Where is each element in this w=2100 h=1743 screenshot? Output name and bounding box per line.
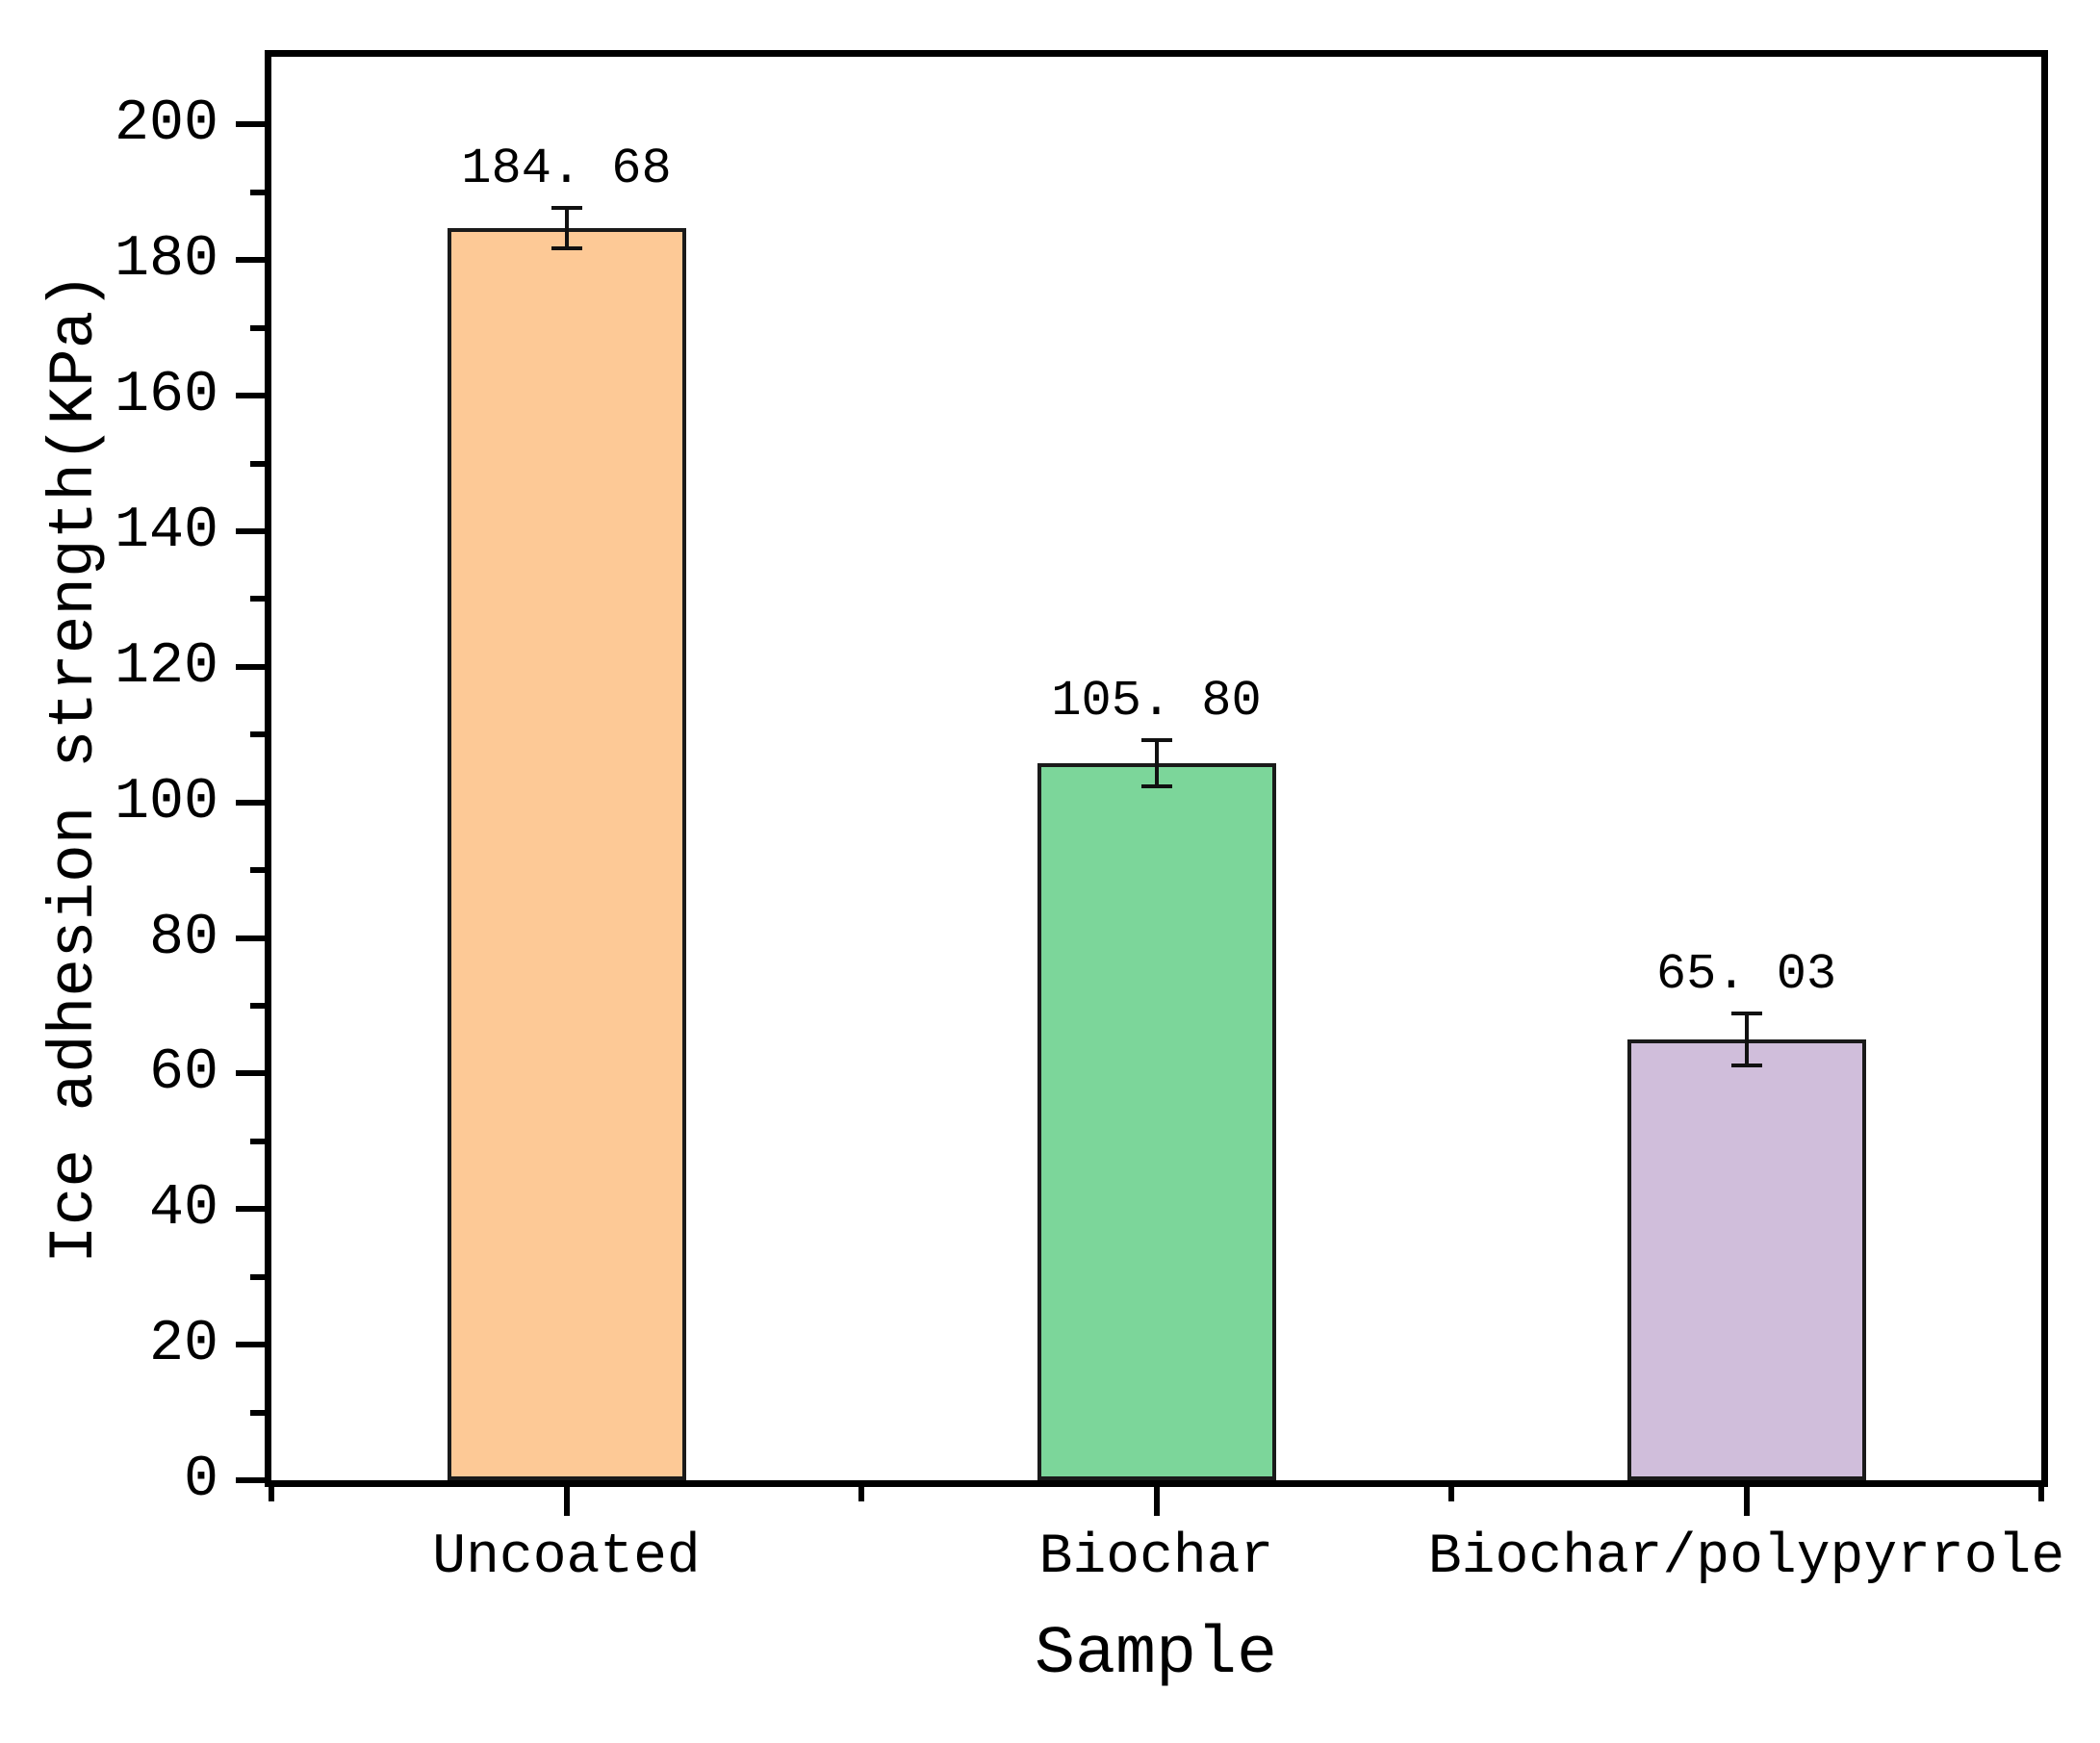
bar-biochar (1037, 762, 1276, 1480)
bar-uncoated (447, 228, 686, 1480)
y-minor-tick (250, 460, 265, 467)
x-category-label: Uncoated (432, 1526, 701, 1589)
y-tick-label: 200 (114, 91, 218, 158)
plot-area: 0 20 40 60 80 100 120 140 160 180 200 184. 68 Uncoat… (115, 50, 2064, 1586)
y-major-tick (236, 935, 265, 941)
error-bar-line (564, 208, 569, 249)
y-major-tick (236, 799, 265, 806)
error-bar-cap-bottom (1730, 1063, 1762, 1067)
x-minor-tick (269, 1487, 274, 1501)
y-minor-tick (250, 731, 265, 738)
y-major-tick (236, 121, 265, 128)
error-bar-cap-top (551, 206, 582, 211)
bar-value-label: 105. 80 (1051, 672, 1262, 730)
y-tick-label: 180 (114, 227, 218, 294)
x-category-label: Biochar/polypyrrole (1427, 1526, 2065, 1589)
y-tick-label: 160 (114, 363, 218, 429)
y-minor-tick (250, 1273, 265, 1280)
y-tick-label: 140 (114, 499, 218, 564)
x-category-label: Biochar (1038, 1526, 1274, 1589)
x-axis-title: Sample (1034, 1617, 1278, 1693)
y-major-tick (236, 393, 265, 399)
y-tick-label: 100 (114, 769, 218, 835)
y-minor-tick (250, 189, 265, 195)
x-minor-tick (2038, 1487, 2044, 1501)
y-minor-tick (250, 867, 265, 874)
y-minor-tick (250, 1409, 265, 1416)
error-bar-cap-bottom (551, 246, 582, 251)
y-major-tick (236, 663, 265, 670)
x-major-tick (563, 1487, 570, 1516)
y-axis-title: Ice adhesion strength(KPa) (38, 272, 111, 1264)
error-bar-cap-bottom (1140, 783, 1172, 788)
y-tick-label: 120 (114, 633, 218, 700)
y-major-tick (236, 1070, 265, 1077)
y-major-tick (236, 1477, 265, 1483)
y-tick-label: 0 (183, 1448, 218, 1513)
y-major-tick (236, 1206, 265, 1213)
x-major-tick (1743, 1487, 1750, 1516)
x-minor-tick (1448, 1487, 1454, 1501)
y-tick-label: 60 (148, 1040, 218, 1107)
bar-value-label: 65. 03 (1655, 946, 1837, 1004)
y-major-tick (236, 528, 265, 534)
y-tick-label: 80 (148, 905, 218, 971)
y-minor-tick (250, 1138, 265, 1144)
error-bar-cap-top (1730, 1012, 1762, 1016)
y-tick-label: 40 (148, 1176, 218, 1243)
error-bar-cap-top (1140, 737, 1172, 742)
error-bar-line (1744, 1013, 1749, 1065)
x-minor-tick (858, 1487, 864, 1501)
bar-biochar-polypyrrole (1626, 1039, 1866, 1480)
y-minor-tick (250, 596, 265, 602)
y-minor-tick (250, 1003, 265, 1009)
y-major-tick (236, 257, 265, 264)
error-bar-line (1154, 739, 1159, 786)
bar-value-label: 184. 68 (461, 141, 672, 198)
x-major-tick (1153, 1487, 1160, 1516)
y-minor-tick (250, 324, 265, 331)
y-major-tick (236, 1342, 265, 1348)
y-tick-label: 20 (148, 1312, 218, 1378)
